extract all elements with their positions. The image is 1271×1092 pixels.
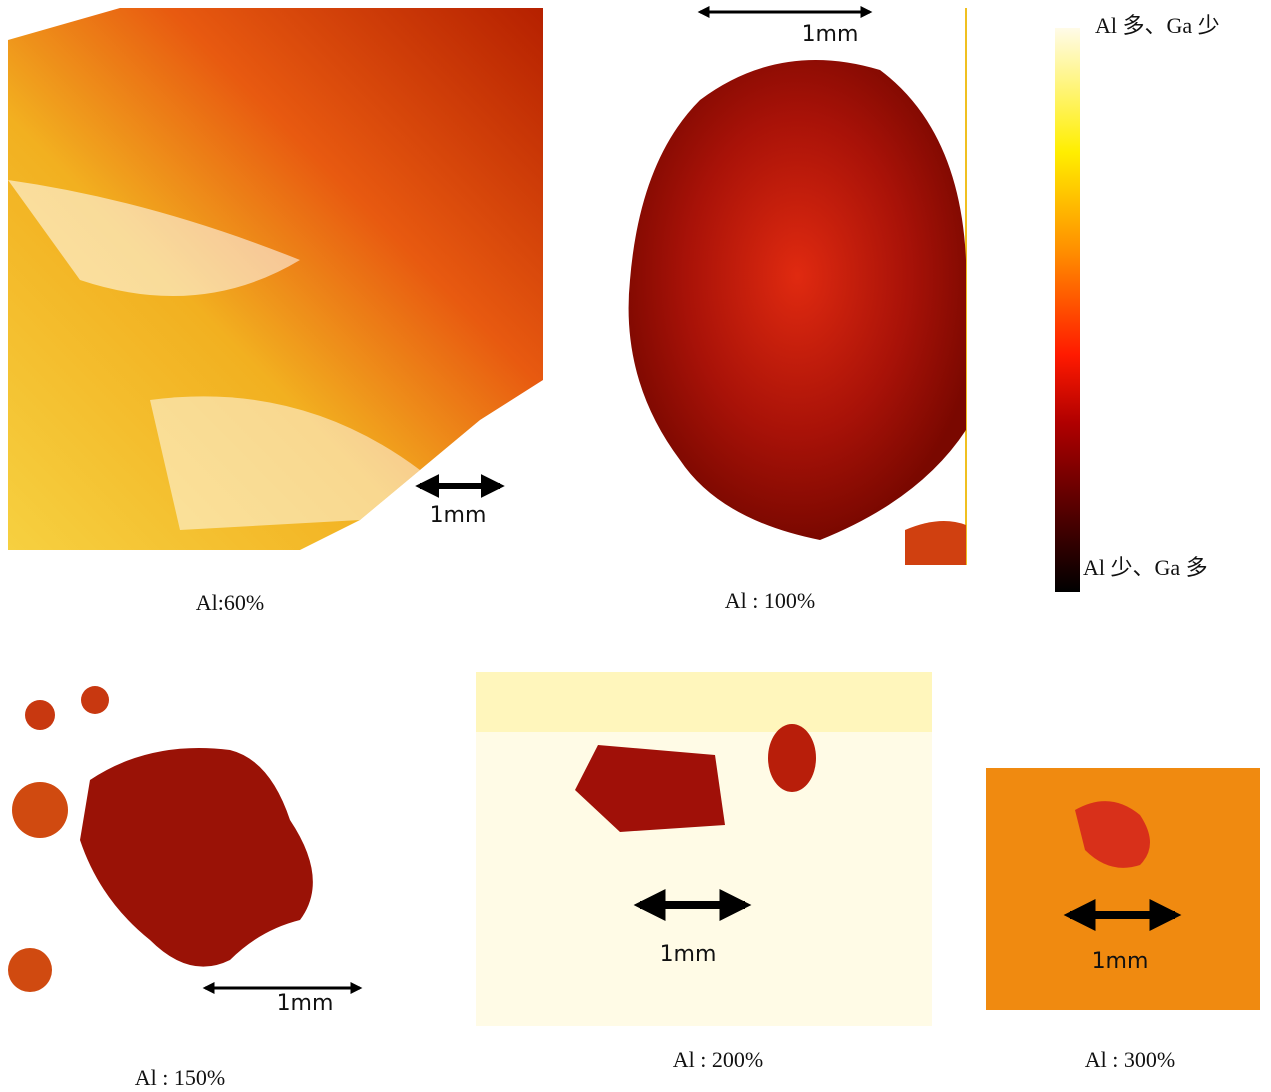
map-region <box>8 948 52 992</box>
caption: Al:60% <box>196 590 264 615</box>
caption: Al : 150% <box>135 1065 225 1090</box>
caption: Al : 300% <box>1085 1047 1175 1072</box>
scale-label: 1mm <box>277 991 334 1016</box>
map-region <box>12 782 68 838</box>
scale-label: 1mm <box>1092 949 1149 974</box>
map-region <box>575 745 725 832</box>
caption: Al : 200% <box>673 1047 763 1072</box>
map-speckle <box>150 396 420 530</box>
map-region <box>768 724 816 792</box>
map-speckle <box>8 180 300 296</box>
map-region <box>25 700 55 730</box>
map-region <box>628 60 966 540</box>
map-region <box>81 686 109 714</box>
map-al-300: 1mm <box>986 768 1260 1010</box>
map-region <box>80 748 313 967</box>
map-region <box>1075 801 1150 868</box>
map-al-200: 1mm <box>476 672 932 1026</box>
scale-label: 1mm <box>430 503 487 528</box>
map-al-100: 1mm <box>628 5 967 565</box>
map-al-60: 1mm <box>8 8 543 550</box>
colorbar <box>1055 28 1080 592</box>
map-al-150: 1mm <box>8 686 363 1016</box>
caption: Al : 100% <box>725 588 815 613</box>
scale-label: 1mm <box>660 942 717 967</box>
scale-label: 1mm <box>802 22 859 47</box>
colorbar-bottom-label: Al 少、Ga 多 <box>1083 555 1208 580</box>
colorbar-top-label: Al 多、Ga 少 <box>1095 13 1220 38</box>
map-region <box>8 8 543 550</box>
map-region <box>905 521 966 565</box>
map-region <box>476 672 932 732</box>
